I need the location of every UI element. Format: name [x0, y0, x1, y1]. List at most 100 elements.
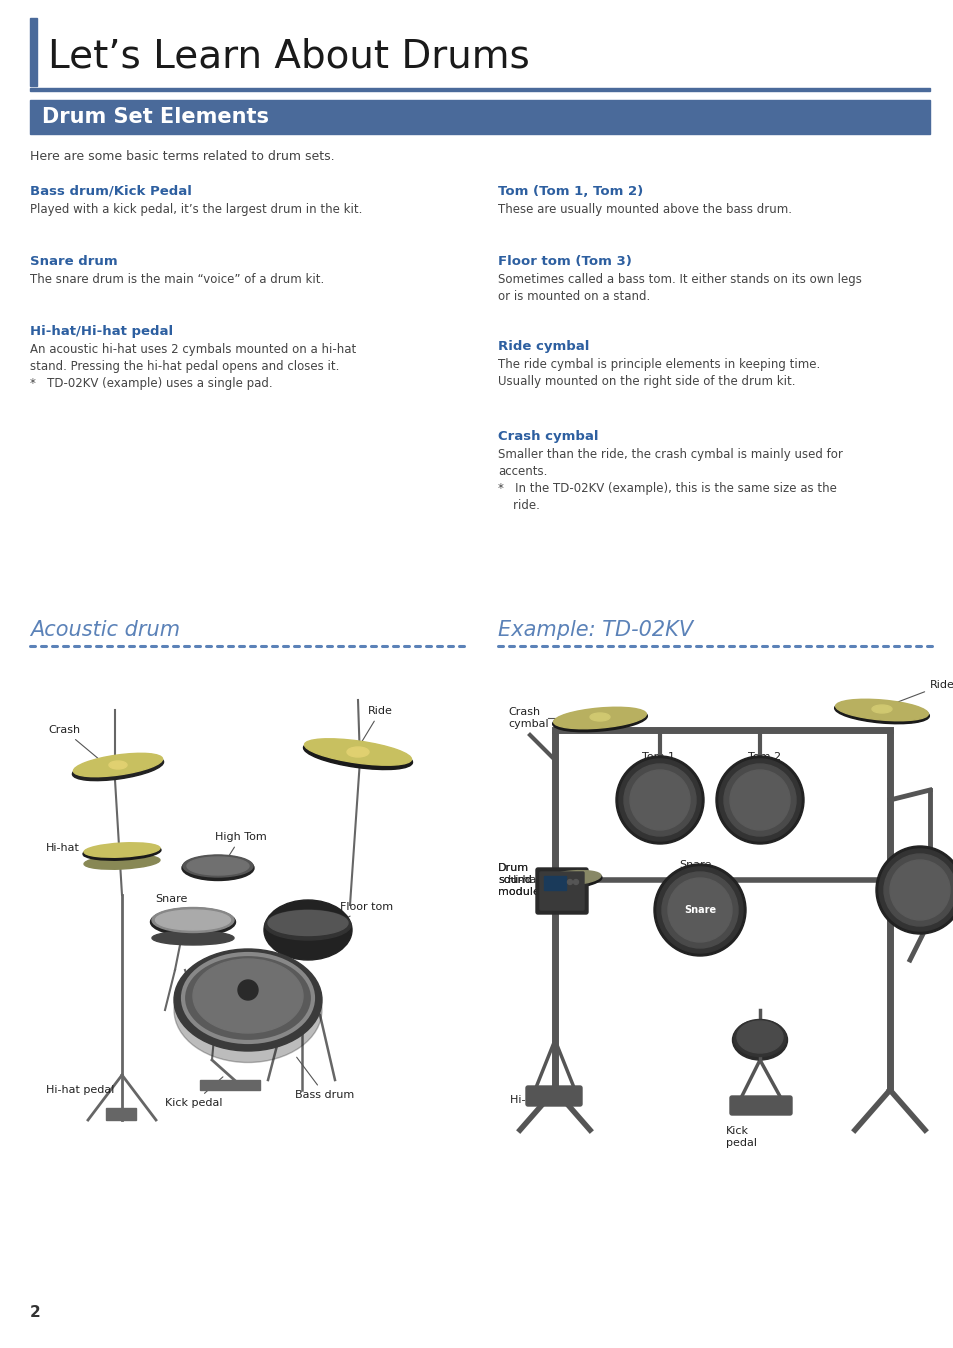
Ellipse shape — [73, 754, 162, 776]
Text: Snare: Snare — [679, 860, 710, 898]
Circle shape — [878, 849, 953, 931]
Bar — [30, 100, 929, 133]
Text: Ride: Ride — [883, 679, 953, 706]
Text: An acoustic hi-hat uses 2 cymbals mounted on a hi-hat
stand. Pressing the hi-hat: An acoustic hi-hat uses 2 cymbals mounte… — [30, 342, 355, 390]
Ellipse shape — [264, 900, 352, 960]
Bar — [30, 18, 37, 86]
Circle shape — [719, 759, 801, 841]
Ellipse shape — [542, 871, 600, 886]
Ellipse shape — [84, 855, 160, 869]
Circle shape — [883, 855, 953, 926]
Text: Ride cymbal: Ride cymbal — [497, 340, 589, 353]
Ellipse shape — [541, 872, 601, 888]
Text: Tom 3: Tom 3 — [945, 886, 953, 895]
Ellipse shape — [871, 705, 891, 713]
Circle shape — [723, 764, 795, 836]
FancyBboxPatch shape — [539, 872, 583, 910]
Ellipse shape — [552, 708, 647, 732]
Text: Crash
cymbal: Crash cymbal — [507, 706, 548, 729]
Text: Floor tom: Floor tom — [327, 902, 393, 929]
Text: Kick
pedal: Kick pedal — [725, 1126, 757, 1147]
Text: 2: 2 — [30, 1305, 41, 1320]
Ellipse shape — [304, 739, 411, 766]
Ellipse shape — [183, 954, 313, 1042]
Ellipse shape — [835, 700, 927, 721]
Ellipse shape — [347, 747, 369, 758]
Circle shape — [618, 759, 700, 841]
Ellipse shape — [152, 907, 233, 933]
Ellipse shape — [109, 762, 127, 768]
Ellipse shape — [155, 910, 231, 930]
Ellipse shape — [173, 949, 322, 1051]
Ellipse shape — [732, 1020, 786, 1060]
Text: Bass drum: Bass drum — [295, 1057, 355, 1100]
Ellipse shape — [84, 842, 160, 857]
Ellipse shape — [72, 755, 163, 780]
Circle shape — [616, 756, 703, 844]
Text: Acoustic drum: Acoustic drum — [30, 620, 180, 640]
FancyBboxPatch shape — [525, 1086, 581, 1105]
Text: Hi-hat pedal: Hi-hat pedal — [46, 1085, 114, 1095]
Text: Crash: Crash — [48, 725, 98, 758]
Text: Snare: Snare — [154, 894, 187, 915]
Bar — [543, 876, 565, 890]
Circle shape — [629, 770, 689, 830]
Circle shape — [657, 867, 742, 953]
FancyBboxPatch shape — [536, 868, 587, 914]
Ellipse shape — [151, 909, 235, 936]
Ellipse shape — [303, 740, 412, 770]
Text: Hi-hat: Hi-hat — [46, 842, 80, 853]
Circle shape — [729, 770, 789, 830]
Ellipse shape — [265, 910, 351, 940]
Bar — [30, 88, 929, 90]
Ellipse shape — [182, 856, 253, 880]
Circle shape — [889, 860, 949, 919]
Ellipse shape — [733, 1019, 785, 1057]
Text: Ride: Ride — [359, 706, 393, 745]
Ellipse shape — [152, 931, 233, 945]
Text: Example: TD-02KV: Example: TD-02KV — [497, 620, 693, 640]
Circle shape — [654, 864, 745, 956]
Circle shape — [716, 756, 803, 844]
Text: Tom 1: Tom 1 — [641, 752, 675, 787]
Text: Bass drum/Kick Pedal: Bass drum/Kick Pedal — [30, 185, 192, 198]
Text: Tom (Tom 1, Tom 2): Tom (Tom 1, Tom 2) — [497, 185, 642, 198]
Ellipse shape — [83, 844, 161, 860]
Ellipse shape — [737, 1020, 782, 1053]
Text: Played with a kick pedal, it’s the largest drum in the kit.: Played with a kick pedal, it’s the large… — [30, 204, 362, 216]
Ellipse shape — [193, 958, 303, 1033]
Text: Drum
sound
module: Drum sound module — [497, 863, 539, 898]
Ellipse shape — [183, 855, 253, 878]
Ellipse shape — [553, 708, 645, 729]
Text: Here are some basic terms related to drum sets.: Here are some basic terms related to dru… — [30, 150, 335, 163]
Circle shape — [237, 980, 257, 1000]
Circle shape — [623, 764, 696, 836]
Text: These are usually mounted above the bass drum.: These are usually mounted above the bass… — [497, 204, 791, 216]
Circle shape — [667, 878, 731, 942]
Ellipse shape — [187, 857, 249, 875]
Text: High Tom: High Tom — [214, 832, 267, 860]
Circle shape — [573, 879, 578, 884]
Text: Crash cymbal: Crash cymbal — [497, 430, 598, 443]
Text: Hi-hat/Hi-hat pedal: Hi-hat/Hi-hat pedal — [30, 325, 172, 338]
Bar — [200, 1080, 260, 1091]
Text: The snare drum is the main “voice” of a drum kit.: The snare drum is the main “voice” of a … — [30, 274, 324, 286]
Text: The ride cymbal is principle elements in keeping time.
Usually mounted on the ri: The ride cymbal is principle elements in… — [497, 359, 820, 388]
Text: Let’s Learn About Drums: Let’s Learn About Drums — [48, 36, 529, 75]
Text: Snare: Snare — [683, 905, 716, 915]
Text: Sometimes called a bass tom. It either stands on its own legs
or is mounted on a: Sometimes called a bass tom. It either s… — [497, 274, 861, 303]
Ellipse shape — [173, 957, 322, 1062]
Text: Drum Set Elements: Drum Set Elements — [42, 106, 269, 127]
Ellipse shape — [589, 713, 609, 721]
Text: Drum
sound
module: Drum sound module — [497, 863, 539, 898]
Text: Floor tom (Tom 3): Floor tom (Tom 3) — [497, 255, 631, 268]
Text: Hi-hat: Hi-hat — [507, 875, 541, 886]
Ellipse shape — [268, 910, 348, 936]
Ellipse shape — [834, 700, 928, 724]
Circle shape — [875, 847, 953, 934]
Bar — [106, 1108, 136, 1120]
Text: Smaller than the ride, the crash cymbal is mainly used for
accents.
*   In the T: Smaller than the ride, the crash cymbal … — [497, 448, 842, 512]
Text: Snare drum: Snare drum — [30, 255, 117, 268]
Text: Hi-hat pedal: Hi-hat pedal — [510, 1095, 578, 1105]
FancyBboxPatch shape — [729, 1096, 791, 1115]
